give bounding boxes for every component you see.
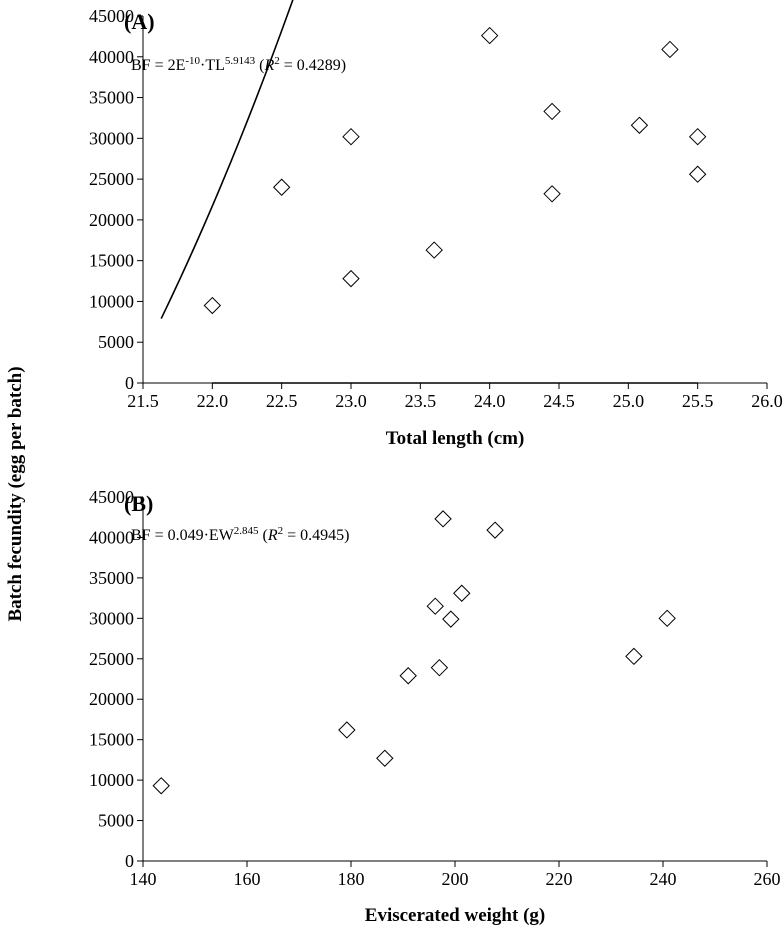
regression-equation: BF = 0.049·EW2.845 (R2 = 0.4945) [131, 525, 350, 544]
y-tick-label: 25000 [89, 169, 134, 189]
equation-r_exp: 2 [274, 55, 280, 67]
data-point [486, 521, 504, 539]
fit-curve [160, 0, 294, 319]
y-tick-label: 0 [125, 373, 134, 393]
y-tick-label: 15000 [89, 251, 134, 271]
equation-close: = 0.4289) [280, 57, 346, 74]
y-tick-label: 40000 [89, 47, 134, 67]
x-tick-label: 25.5 [682, 391, 714, 411]
data-point [625, 647, 643, 666]
y-tick-label: 5000 [98, 811, 134, 831]
equation-mid: ·TL [200, 57, 225, 74]
data-point [688, 165, 707, 183]
x-tick-label: 240 [650, 869, 677, 889]
x-tick-label: 22.5 [266, 391, 298, 411]
x-axis-title: Eviscerated weight (g) [365, 905, 545, 926]
x-tick-label: 26.0 [751, 391, 783, 411]
x-tick-label: 220 [546, 869, 573, 889]
data-point [630, 116, 649, 134]
equation-r_exp: 2 [278, 525, 284, 537]
y-tick-label: 40000 [89, 527, 134, 547]
x-tick-label: 22.0 [197, 391, 229, 411]
x-tick-label: 23.5 [405, 391, 437, 411]
data-point [480, 26, 499, 45]
equation-open: ( [255, 57, 264, 74]
data-point [342, 127, 360, 146]
data-point [425, 241, 443, 259]
regression-equation: BF = 2E-10·TL5.9143 (R2 = 0.4289) [131, 55, 346, 74]
x-axis-title: Total length (cm) [386, 428, 525, 449]
y-tick-label: 20000 [89, 210, 134, 230]
equation-r: R [267, 527, 278, 544]
y-tick-label: 0 [125, 851, 134, 871]
data-point [376, 749, 394, 767]
equation-close: = 0.4945) [283, 527, 349, 544]
equation-lhs: BF = 0.049·EW [131, 527, 235, 544]
data-point [543, 102, 561, 121]
x-tick-label: 21.5 [127, 391, 159, 411]
panel-label-b: (B) [124, 491, 153, 516]
data-point [543, 185, 561, 203]
equation-open: ( [259, 527, 268, 544]
x-tick-label: 260 [754, 869, 781, 889]
equation-exp2: 2.845 [234, 525, 259, 537]
data-point [453, 584, 471, 602]
y-tick-label: 30000 [89, 608, 134, 628]
x-tick-label: 200 [442, 869, 469, 889]
panel-a: 0 5000 10000 15000 20000 25000 30000 35000 40000… [89, 6, 783, 449]
x-tick-label: 180 [338, 869, 365, 889]
x-tick-label: 24.5 [543, 391, 575, 411]
y-tick-label: 10000 [89, 291, 134, 311]
equation-lhs: BF = 2E [131, 57, 185, 74]
data-point [203, 296, 222, 315]
data-point [442, 610, 460, 628]
data-point [272, 178, 291, 196]
y-tick-label: 45000 [89, 6, 134, 26]
data-point [434, 510, 452, 528]
data-point [661, 40, 679, 59]
equation-exp1: -10 [185, 55, 200, 67]
data-point [658, 609, 676, 628]
x-tick-label: 24.0 [474, 391, 506, 411]
equation-exp2: 5.9143 [225, 55, 256, 67]
x-tick-label: 25.0 [613, 391, 645, 411]
y-tick-label: 30000 [89, 128, 134, 148]
y-tick-label: 45000 [89, 487, 134, 507]
x-tick-label: 140 [130, 869, 157, 889]
data-point [152, 777, 170, 795]
panel-label-a: (A) [124, 9, 155, 34]
y-tick-label: 20000 [89, 689, 134, 709]
y-tick-label: 25000 [89, 649, 134, 669]
y-tick-label: 15000 [89, 730, 134, 750]
data-point [426, 597, 444, 615]
y-tick-label: 10000 [89, 770, 134, 790]
x-tick-label: 23.0 [335, 391, 367, 411]
data-point [338, 721, 356, 739]
data-point [430, 658, 449, 677]
data-point [342, 269, 360, 288]
x-tick-label: 160 [234, 869, 261, 889]
y-tick-label: 35000 [89, 568, 134, 588]
shared-y-axis-label: Batch fecundity (egg per batch) [5, 366, 26, 621]
data-point [399, 667, 417, 685]
y-tick-label: 5000 [98, 332, 134, 352]
panel-b: 0500010000150002000025000300003500040000… [89, 0, 781, 926]
y-tick-label: 35000 [89, 88, 134, 108]
data-point [688, 127, 707, 146]
